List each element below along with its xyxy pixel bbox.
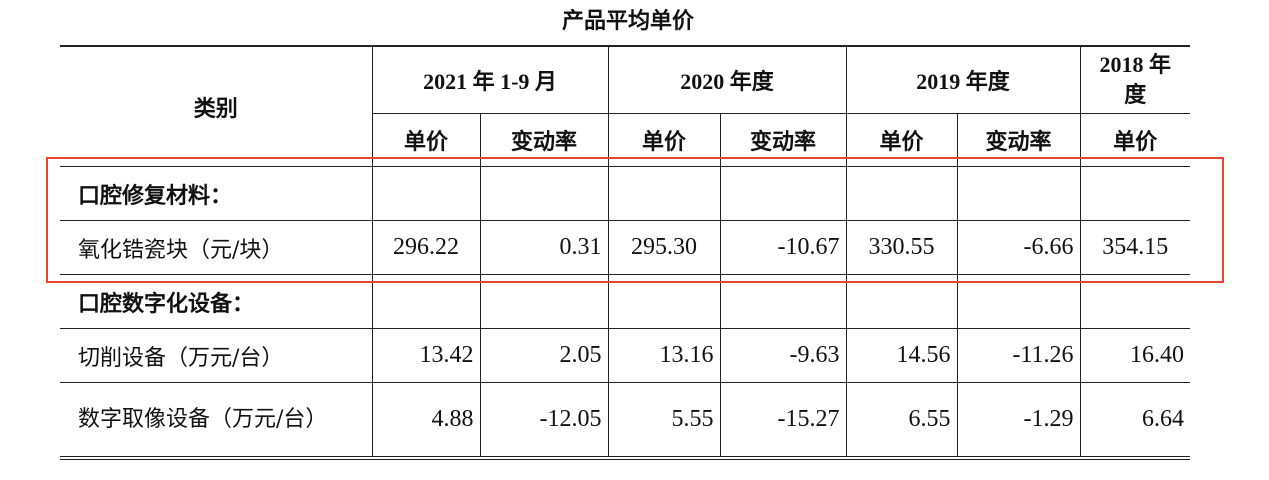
unit-price-cell: 5.55: [607, 382, 721, 460]
unit-price-cell: 4.88: [371, 382, 481, 460]
header-period-2020: 2020 年度: [607, 45, 847, 114]
unit-price-cell: 13.42: [371, 328, 481, 383]
unit-price-cell: [1079, 166, 1191, 221]
header-period-2021: 2021 年 1-9 月: [371, 45, 609, 114]
unit-price-cell: 296.22: [371, 220, 481, 275]
change-rate-cell: -12.05: [479, 382, 609, 460]
change-rate-cell: [719, 166, 847, 221]
header-period-2018: 2018 年度: [1079, 45, 1191, 114]
header-category: 类别: [60, 45, 373, 167]
header-period-2019: 2019 年度: [845, 45, 1081, 114]
table-row: 切削设备（万元/台） 13.42 2.05 13.16 -9.63 14.56 -11.26…: [60, 328, 1191, 383]
change-rate-cell: [956, 274, 1081, 329]
product-label: 切削设备（万元/台）: [60, 328, 373, 383]
change-rate-cell: -6.66: [956, 220, 1081, 275]
change-rate-cell: [956, 166, 1081, 221]
unit-price-cell: 14.56: [845, 328, 958, 383]
product-label: 氧化锆瓷块（元/块）: [60, 220, 373, 275]
table-row: 口腔数字化设备：: [60, 274, 1191, 329]
unit-price-cell: 13.16: [607, 328, 721, 383]
change-rate-cell: [719, 274, 847, 329]
table-row: 氧化锆瓷块（元/块） 296.22 0.31 295.30 -10.67 330.55 -6…: [60, 220, 1191, 275]
unit-price-cell: 354.15: [1079, 220, 1191, 275]
table-title: 产品平均单价: [561, 8, 694, 34]
unit-price-cell: 16.40: [1079, 328, 1191, 383]
change-rate-cell: [479, 274, 609, 329]
highlight-box: [46, 157, 1224, 283]
group-label: 口腔数字化设备：: [60, 274, 373, 329]
change-rate-cell: -9.63: [719, 328, 847, 383]
change-rate-cell: -15.27: [719, 382, 847, 460]
group-label: 口腔修复材料：: [60, 166, 373, 221]
change-rate-cell: -1.29: [956, 382, 1081, 460]
change-rate-cell: -11.26: [956, 328, 1081, 383]
product-label: 数字取像设备（万元/台）: [60, 382, 373, 460]
unit-price-cell: 6.64: [1079, 382, 1191, 460]
unit-price-cell: 330.55: [845, 220, 958, 275]
unit-price-cell: [845, 274, 958, 329]
price-table: 类别 2021 年 1-9 月 2020 年度 2019 年度 2018 年度 …: [60, 45, 1191, 460]
change-rate-cell: 2.05: [479, 328, 609, 383]
change-rate-cell: -10.67: [719, 220, 847, 275]
table-row: 数字取像设备（万元/台） 4.88 -12.05 5.55 -15.27 6.55 -1.2…: [60, 382, 1191, 460]
unit-price-cell: 6.55: [845, 382, 958, 460]
table-row: 口腔修复材料：: [60, 166, 1191, 221]
